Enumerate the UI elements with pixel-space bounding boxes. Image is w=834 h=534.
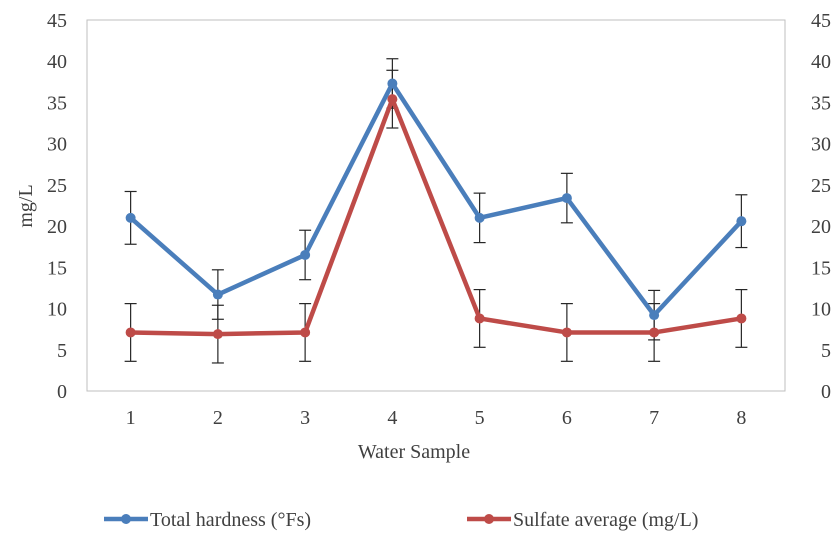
y-axis-label: mg/L: [15, 184, 37, 227]
y-tick-label-left: 10: [47, 299, 67, 321]
y-tick-label-left: 20: [47, 216, 67, 238]
legend-label-1: Total hardness (°Fs): [150, 509, 311, 531]
y-tick-label-left: 5: [57, 340, 67, 362]
y-tick-label-right: 45: [811, 10, 831, 32]
y-tick-label-left: 0: [57, 381, 67, 403]
plot-area-frame: [86, 19, 786, 392]
x-tick-label: 8: [736, 407, 746, 429]
y-tick-label-right: 40: [811, 51, 831, 73]
y-tick-label-right: 20: [811, 216, 831, 238]
legend-marker-2: [484, 514, 494, 524]
y-tick-label-left: 40: [47, 51, 67, 73]
x-tick-label: 6: [562, 407, 572, 429]
x-axis-label: Water Sample: [358, 441, 470, 463]
y-tick-label-right: 35: [811, 92, 831, 114]
y-tick-label-left: 15: [47, 257, 67, 279]
legend: Total hardness (°Fs) Sulfate average (mg/…: [104, 509, 698, 531]
x-tick-label: 7: [649, 407, 659, 429]
series-line-1: [128, 81, 744, 318]
data-point: [300, 249, 311, 260]
legend-label-2: Sulfate average (mg/L): [513, 509, 698, 531]
y-tick-label-right: 0: [821, 381, 831, 403]
data-point: [561, 193, 572, 204]
x-tick-label: 4: [387, 407, 397, 429]
data-point: [300, 327, 311, 338]
data-point: [474, 212, 485, 223]
x-tick-label: 2: [213, 407, 223, 429]
data-point: [125, 327, 136, 338]
y-tick-label-right: 15: [811, 257, 831, 279]
data-point: [387, 78, 398, 89]
data-point: [649, 327, 660, 338]
series-lines: [128, 81, 744, 337]
data-point: [212, 289, 223, 300]
legend-marker-1: [121, 514, 131, 524]
x-tick-label: 5: [475, 407, 485, 429]
y-tick-label-right: 25: [811, 175, 831, 197]
x-tick-label: 3: [300, 407, 310, 429]
y-tick-label-left: 25: [47, 175, 67, 197]
data-point: [212, 329, 223, 340]
right-y-axis: 0 5 10 15 20 25 30 35 40 45: [811, 10, 831, 403]
data-point: [125, 212, 136, 223]
y-tick-label-left: 35: [47, 92, 67, 114]
data-point: [649, 310, 660, 321]
y-tick-label-left: 30: [47, 134, 67, 156]
data-point: [736, 313, 747, 324]
data-point: [561, 327, 572, 338]
left-y-axis: 0 5 10 15 20 25 30 35 40 45: [47, 10, 67, 403]
y-tick-label-left: 45: [47, 10, 67, 32]
y-tick-label-right: 10: [811, 299, 831, 321]
series-line-2: [128, 96, 744, 337]
data-point: [474, 313, 485, 324]
y-tick-label-right: 5: [821, 340, 831, 362]
data-point: [736, 216, 747, 227]
x-axis: 1 2 3 4 5 6 7 8: [126, 407, 747, 429]
y-tick-label-right: 30: [811, 134, 831, 156]
series-points: [125, 78, 747, 340]
data-point: [387, 94, 398, 105]
x-tick-label: 1: [126, 407, 136, 429]
